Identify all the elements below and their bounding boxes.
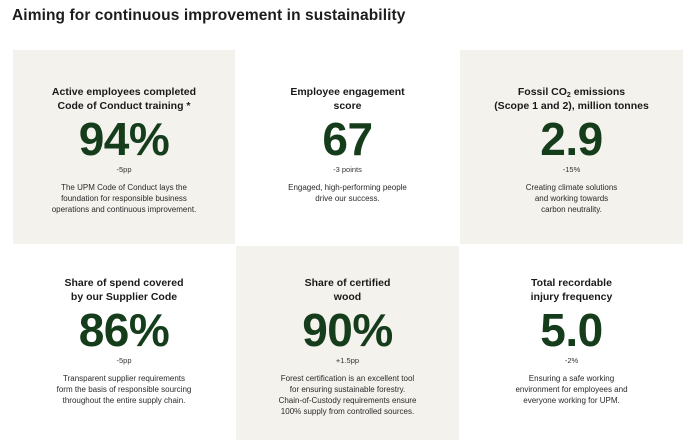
kpi-value: 2.9 bbox=[540, 113, 603, 165]
kpi-card-certified-wood: Share of certified wood 90% +1.5pp Fores… bbox=[236, 246, 459, 440]
kpi-value: 86% bbox=[78, 304, 170, 356]
kpi-heading-line: Total recordable bbox=[531, 277, 612, 289]
kpi-heading-text: Fossil CO bbox=[517, 86, 567, 98]
kpi-change: -2% bbox=[564, 356, 579, 365]
kpi-heading-line: Code of Conduct training * bbox=[57, 100, 191, 112]
kpi-description-line: The UPM Code of Conduct lays the bbox=[61, 183, 187, 192]
kpi-heading: Total recordable injury frequency bbox=[460, 276, 683, 304]
kpi-description: Ensuring a safe working environment for … bbox=[460, 373, 683, 406]
kpi-card-fossil-co2: Fossil CO2 emissions (Scope 1 and 2), mi… bbox=[460, 50, 683, 244]
kpi-heading-line: Fossil CO2 emissions bbox=[460, 85, 683, 99]
kpi-description-line: for ensuring sustainable forestry. bbox=[289, 385, 406, 394]
kpi-value: 94% bbox=[78, 113, 170, 165]
kpi-description-line: and working towards bbox=[534, 194, 609, 203]
kpi-description-line: Forest certification is an excellent too… bbox=[280, 374, 415, 383]
kpi-change: -5pp bbox=[116, 356, 132, 365]
kpi-description-line: foundation for responsible business bbox=[61, 194, 187, 203]
kpi-card-code-of-conduct: Active employees completed Code of Condu… bbox=[13, 50, 235, 244]
kpi-heading-line: Share of certified bbox=[304, 277, 391, 289]
kpi-description-line: 100% supply from controlled sources. bbox=[280, 407, 415, 416]
kpi-heading-line: injury frequency bbox=[530, 291, 613, 303]
kpi-description-line: environment for employees and bbox=[515, 385, 628, 394]
kpi-change: -15% bbox=[562, 165, 581, 174]
kpi-description: The UPM Code of Conduct lays the foundat… bbox=[13, 182, 235, 215]
kpi-description-line: operations and continuous improvement. bbox=[51, 205, 197, 214]
kpi-heading-subscript: 2 bbox=[566, 92, 571, 99]
kpi-heading: Share of spend covered by our Supplier C… bbox=[13, 276, 235, 304]
kpi-value: 67 bbox=[322, 113, 373, 165]
kpi-heading-text: emissions bbox=[570, 86, 626, 98]
kpi-description-line: drive our success. bbox=[315, 194, 380, 203]
kpi-description-line: Engaged, high-performing people bbox=[288, 183, 407, 192]
kpi-description: Creating climate solutions and working t… bbox=[460, 182, 683, 215]
kpi-heading: Share of certified wood bbox=[236, 276, 459, 304]
kpi-heading-line: (Scope 1 and 2), million tonnes bbox=[494, 100, 649, 112]
kpi-description-line: throughout the entire supply chain. bbox=[62, 396, 186, 405]
kpi-card-employee-engagement: Employee engagement score 67 -3 points E… bbox=[236, 50, 459, 244]
kpi-value: 5.0 bbox=[540, 304, 603, 356]
kpi-description-line: form the basis of responsible sourcing bbox=[56, 385, 192, 394]
kpi-heading: Active employees completed Code of Condu… bbox=[13, 85, 235, 113]
kpi-heading: Employee engagement score bbox=[236, 85, 459, 113]
kpi-description-line: carbon neutrality. bbox=[541, 205, 602, 214]
kpi-value: 90% bbox=[302, 304, 393, 356]
kpi-card-supplier-code: Share of spend covered by our Supplier C… bbox=[13, 246, 235, 440]
kpi-heading-line: wood bbox=[333, 291, 362, 303]
kpi-heading-line: Share of spend covered bbox=[64, 277, 184, 289]
kpi-description-line: everyone working for UPM. bbox=[523, 396, 620, 405]
kpi-heading: Fossil CO2 emissions (Scope 1 and 2), mi… bbox=[460, 85, 683, 113]
kpi-description-line: Ensuring a safe working bbox=[528, 374, 615, 383]
kpi-heading-line: Employee engagement bbox=[290, 86, 405, 98]
kpi-description: Engaged, high-performing people drive ou… bbox=[236, 182, 459, 204]
kpi-description-line: Transparent supplier requirements bbox=[63, 374, 185, 383]
kpi-description-line: Creating climate solutions bbox=[525, 183, 618, 192]
kpi-heading-line: Active employees completed bbox=[51, 86, 197, 98]
kpi-heading-line: by our Supplier Code bbox=[70, 291, 178, 303]
kpi-change: +1.5pp bbox=[335, 356, 360, 365]
kpi-description-line: Chain-of-Custody requirements ensure bbox=[278, 396, 417, 405]
kpi-change: -3 points bbox=[333, 165, 362, 174]
kpi-card-injury-frequency: Total recordable injury frequency 5.0 -2… bbox=[460, 246, 683, 440]
kpi-change: -5pp bbox=[116, 165, 132, 174]
page-title: Aiming for continuous improvement in sus… bbox=[12, 7, 406, 24]
kpi-description: Transparent supplier requirements form t… bbox=[13, 373, 235, 406]
kpi-description: Forest certification is an excellent too… bbox=[236, 373, 459, 417]
kpi-heading-line: score bbox=[333, 100, 362, 112]
